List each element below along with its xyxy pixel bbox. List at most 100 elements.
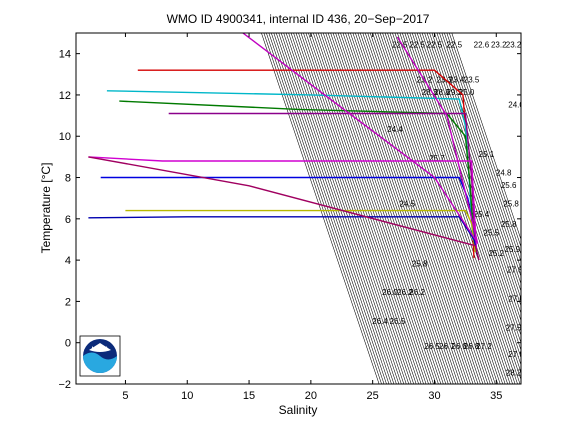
y-tick-label: 8 <box>65 173 71 185</box>
isopycnal-label: 25.9 <box>505 245 521 254</box>
isopycnal-line <box>318 33 437 384</box>
isopycnal-label: 24.8 <box>496 168 512 177</box>
isopycnal-label: 29.2 <box>446 88 462 97</box>
isopycnal-label: 26.7 <box>439 342 455 351</box>
isopycnal-label: 23.2 <box>506 40 522 49</box>
y-tick-label: 12 <box>59 90 71 102</box>
isopycnal-line <box>293 33 412 384</box>
isopycnal-label: 25.2 <box>488 249 504 258</box>
isopycnal-line <box>421 33 521 329</box>
series-line-7 <box>125 209 476 252</box>
isopycnal-label: 27.8 <box>507 266 523 275</box>
isopycnal-label: 26.8 <box>451 342 467 351</box>
isopycnal-line <box>382 33 501 384</box>
chart-title: WMO ID 4900341, internal ID 436, 20−Sep−… <box>167 12 430 26</box>
isopycnal-line <box>441 33 521 270</box>
x-axis: 5 10 15 20 25 30 35 <box>122 33 502 402</box>
isopycnal-line <box>322 33 442 384</box>
isopycnal-label: 25.4 <box>474 210 490 219</box>
isopycnal-label: 25.1 <box>479 150 495 159</box>
isopycnal-line <box>426 33 521 315</box>
series-line-3 <box>119 100 475 244</box>
isopycnal-line <box>345 33 464 384</box>
isopycnal-line <box>377 33 496 384</box>
series-line-10 <box>396 36 479 244</box>
isopycnal-line <box>429 33 521 307</box>
noaa-logo: NOAA <box>79 335 121 377</box>
isopycnal-line <box>352 33 471 384</box>
isopycnal-line <box>305 33 424 384</box>
isopycnal-line <box>308 33 427 384</box>
isopycnal-label: 25.8 <box>503 199 519 208</box>
isopycnal-line <box>384 33 503 384</box>
isopycnal-line <box>357 33 476 384</box>
isopycnal-line <box>399 33 518 384</box>
isopycnal-label: 26.8 <box>464 342 480 351</box>
isopycnal-label: 26.5 <box>424 342 440 351</box>
x-tick-label: 15 <box>243 390 255 402</box>
isopycnal-label: 23.3 <box>437 76 453 85</box>
isopycnal-line <box>446 33 521 256</box>
series-line-5 <box>88 156 478 250</box>
y-tick-label: 4 <box>65 255 71 267</box>
isopycnal-line <box>362 33 481 384</box>
isopycnal-label: 27.5 <box>506 323 522 332</box>
x-axis-label: Salinity <box>279 403 318 417</box>
isopycnal-line <box>367 33 486 384</box>
isopycnal-labels: 22.5 22.5 22.5 22.5 22.6 23.2 23.223.2 23.323.4… <box>372 40 523 377</box>
isopycnal-line <box>392 33 511 384</box>
isopycnal-line <box>278 33 397 384</box>
isopycnal-line <box>416 33 521 344</box>
isopycnal-label: 22.6 <box>474 40 490 49</box>
series-line-8 <box>88 216 479 257</box>
isopycnal-line <box>310 33 429 384</box>
isopycnal-line <box>449 33 521 248</box>
isopycnal-line <box>261 33 380 384</box>
isopycnal-line <box>268 33 387 384</box>
isopycnal-line <box>424 33 521 322</box>
isopycnal-line <box>266 33 385 384</box>
isopycnal-line <box>360 33 479 384</box>
isopycnal-line <box>342 33 461 384</box>
x-tick-label: 25 <box>367 390 379 402</box>
isopycnal-line <box>372 33 491 384</box>
profile-series <box>88 33 480 261</box>
series-line-11 <box>242 33 476 240</box>
isopycnal-line <box>320 33 439 384</box>
isopycnal-label: 25.6 <box>501 181 517 190</box>
y-tick-label: 6 <box>65 214 71 226</box>
isopycnal-line <box>387 33 506 384</box>
isopycnal-line <box>263 33 382 384</box>
isopycnal-line <box>285 33 405 384</box>
isopycnal-line <box>330 33 449 384</box>
logo-text: NOAA <box>91 347 108 353</box>
isopycnal-line <box>431 33 521 300</box>
isopycnal-line <box>280 33 400 384</box>
isopycnal-line <box>347 33 466 384</box>
isopycnal-line <box>325 33 444 384</box>
y-axis-label: Temperature [°C] <box>39 163 53 254</box>
x-tick-label: 20 <box>305 390 317 402</box>
x-tick-label: 10 <box>181 390 193 402</box>
isopycnal-label: 27.2 <box>476 342 492 351</box>
isopycnal-label: 28.3 <box>422 88 438 97</box>
y-tick-label: 0 <box>65 338 71 350</box>
isopycnal-label: 23.4 <box>449 76 465 85</box>
isopycnal-line <box>451 33 521 241</box>
isopycnal-label: 22.5 <box>427 40 443 49</box>
isopycnal-label: 22.5 <box>409 40 425 49</box>
y-axis: −2 0 2 4 6 8 10 12 14 <box>58 49 521 391</box>
isopycnal-line <box>379 33 499 384</box>
isopycnal-line <box>335 33 454 384</box>
isopycnal-label: 22.5 <box>392 40 408 49</box>
y-tick-label: 10 <box>59 131 71 143</box>
isopycnal-label: 25.0 <box>459 88 475 97</box>
isopycnal-line <box>332 33 452 384</box>
isopycnal-line <box>295 33 414 384</box>
isopycnal-line <box>374 33 494 384</box>
isopycnal-label: 23.2 <box>491 40 507 49</box>
isopycnal-line <box>303 33 422 384</box>
series-line-9 <box>88 156 480 261</box>
isopycnal-line <box>298 33 417 384</box>
isopycnal-label: 24.5 <box>399 199 415 208</box>
